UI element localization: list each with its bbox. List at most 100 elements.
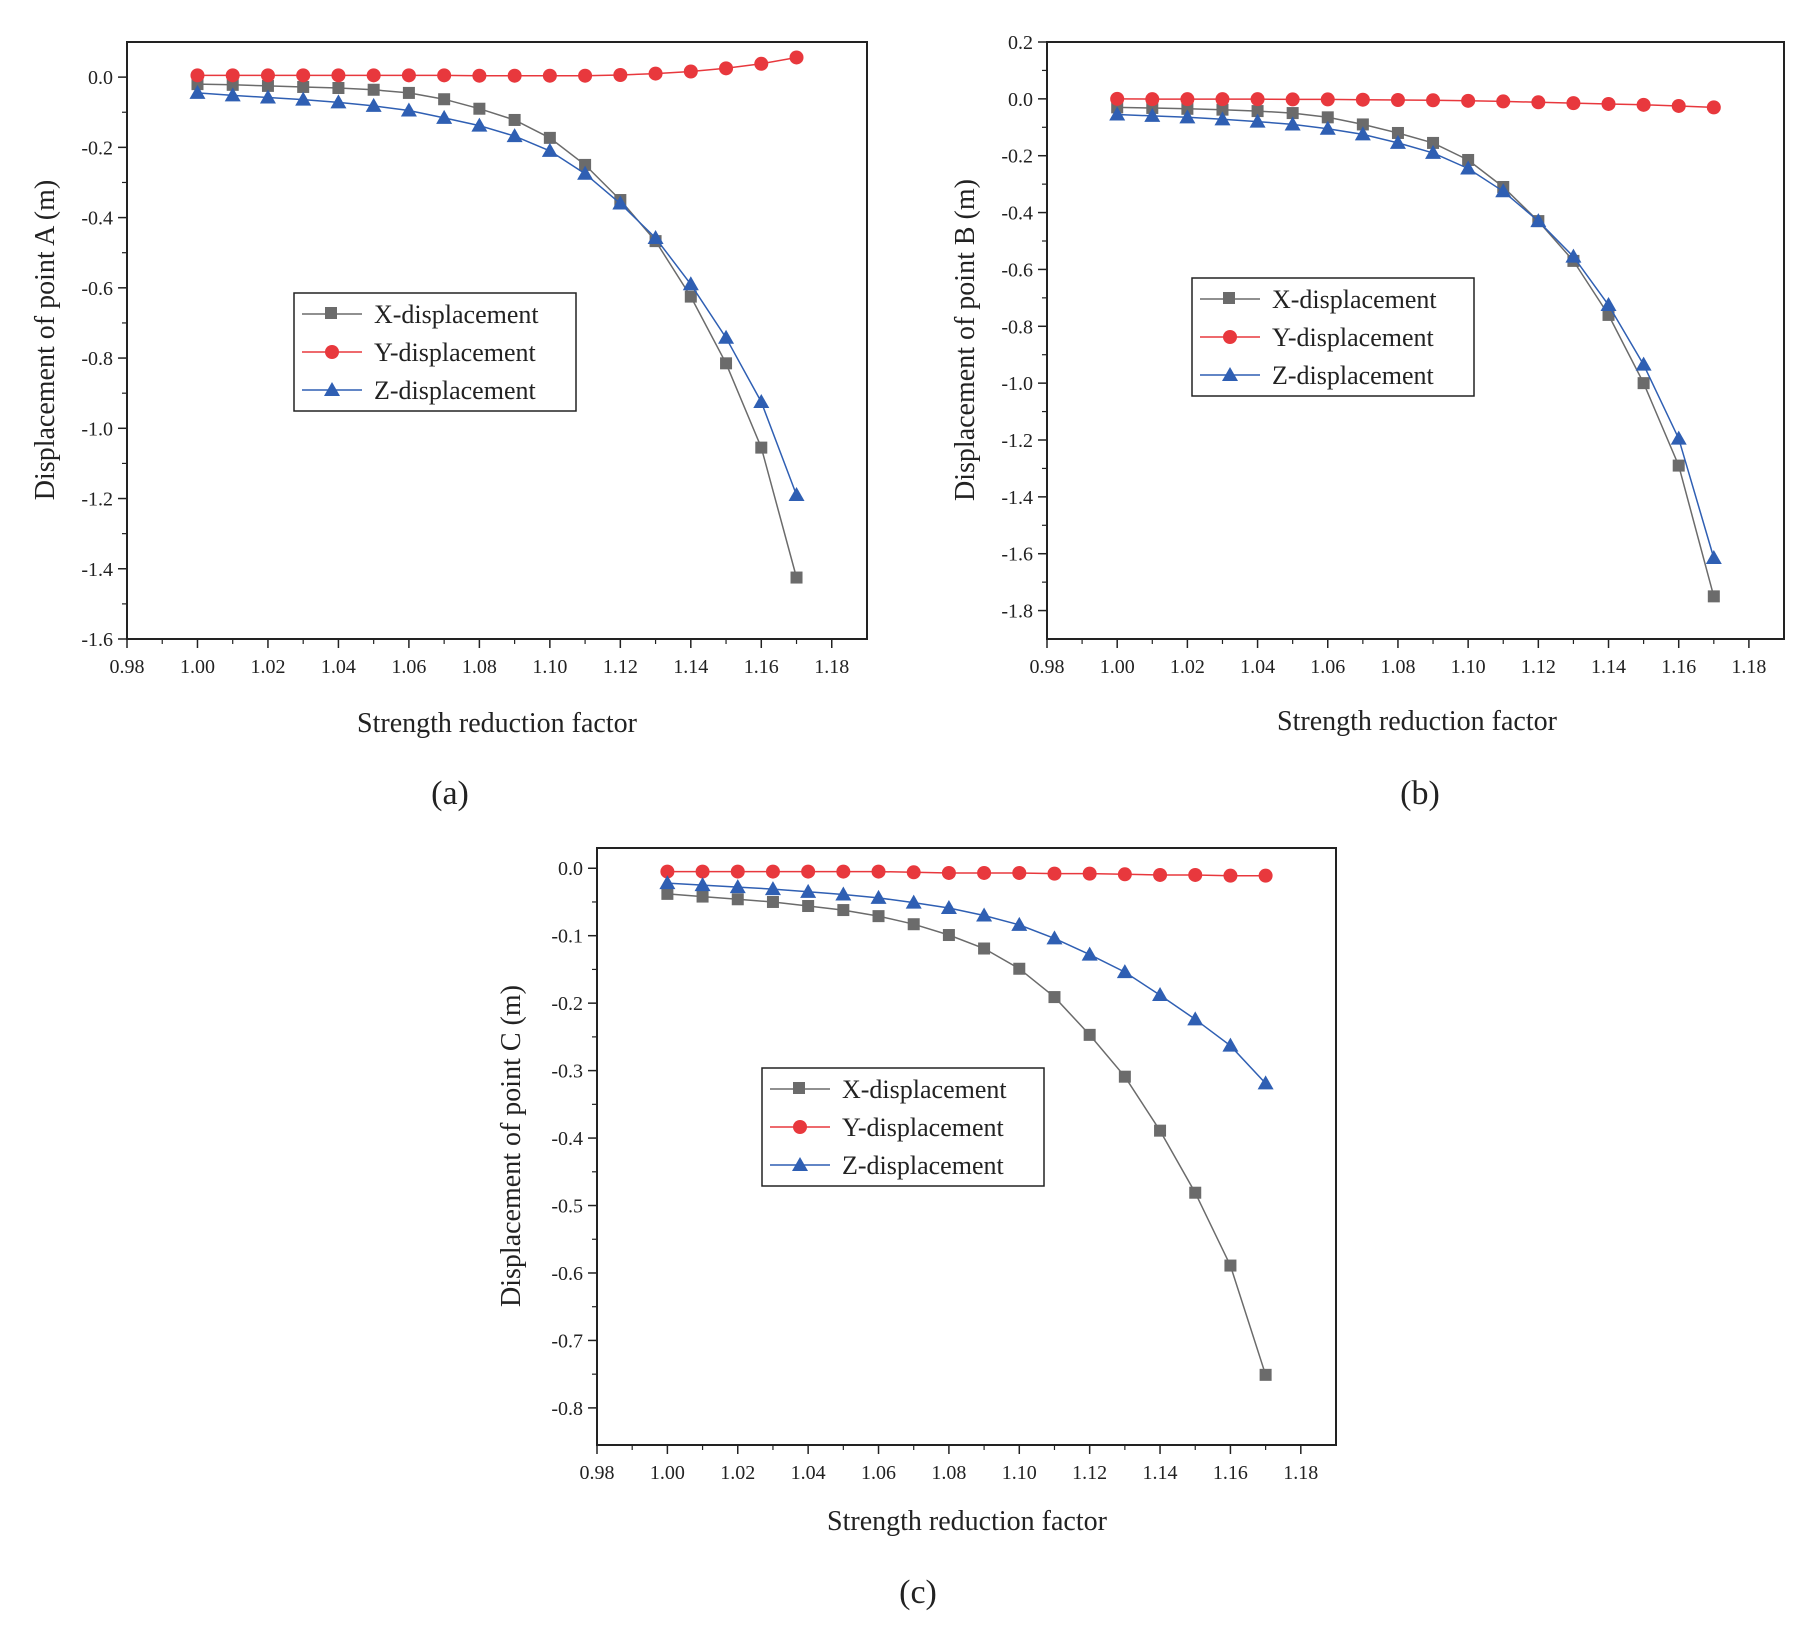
data-point-y-displacement	[1601, 96, 1616, 111]
data-point-y-displacement	[1215, 92, 1230, 107]
data-point-y-displacement	[1496, 94, 1511, 109]
data-point-x-displacement	[473, 102, 486, 115]
data-point-x-displacement	[1391, 126, 1404, 139]
data-point-y-displacement	[331, 68, 346, 83]
data-point-x-displacement	[1189, 1186, 1202, 1199]
x-tick-label: 1.00	[1100, 656, 1135, 678]
data-point-x-displacement	[1637, 377, 1650, 390]
x-tick-label: 1.18	[814, 656, 849, 678]
data-point-y-displacement	[190, 68, 205, 83]
data-point-y-displacement	[695, 864, 710, 879]
data-point-y-displacement	[1636, 97, 1651, 112]
data-point-y-displacement	[1285, 92, 1300, 107]
data-point-z-displacement	[788, 487, 805, 502]
data-point-x-displacement	[755, 441, 768, 454]
plot-frame	[126, 41, 868, 640]
data-point-y-displacement	[1531, 95, 1546, 110]
x-tick-label: 1.16	[1213, 1462, 1248, 1484]
data-point-x-displacement	[1427, 136, 1440, 149]
data-point-z-displacement	[1152, 987, 1169, 1002]
x-tick-label: 1.10	[532, 656, 567, 678]
data-point-x-displacement	[1672, 459, 1685, 472]
data-point-y-displacement	[1047, 866, 1062, 881]
data-point-z-displacement	[224, 87, 241, 102]
y-tick-label: -0.8	[1001, 316, 1033, 338]
y-tick-label: 0.2	[1008, 32, 1033, 54]
y-tick-label: -0.2	[81, 137, 113, 159]
data-point-z-displacement	[1222, 1037, 1239, 1052]
data-point-x-displacement	[1048, 991, 1061, 1004]
x-tick-label: 1.04	[321, 656, 356, 678]
data-point-y-displacement	[1110, 91, 1125, 106]
y-tick-label: -1.2	[81, 489, 113, 511]
data-point-z-displacement	[1705, 549, 1722, 564]
data-point-x-displacement	[1321, 111, 1334, 124]
data-point-z-displacement	[800, 883, 817, 898]
data-point-x-displacement	[731, 893, 744, 906]
data-point-z-displacement	[1495, 183, 1512, 198]
y-tick-label: -0.5	[551, 1196, 583, 1218]
data-point-y-displacement	[1671, 98, 1686, 113]
data-point-y-displacement	[1461, 93, 1476, 108]
plot-frame	[1046, 41, 1785, 640]
data-point-z-displacement	[541, 142, 558, 157]
data-point-y-displacement	[719, 61, 734, 76]
y-tick-label: -0.3	[551, 1061, 583, 1083]
y-tick-label: -1.6	[1001, 544, 1033, 566]
data-point-z-displacement	[835, 886, 852, 901]
data-point-z-displacement	[1389, 134, 1406, 149]
data-point-x-displacement	[261, 79, 274, 92]
data-point-z-displacement	[259, 89, 276, 104]
x-tick-label: 1.14	[1591, 656, 1626, 678]
data-point-x-displacement	[1118, 1070, 1131, 1083]
data-point-z-displacement	[764, 881, 781, 896]
data-point-z-displacement	[1011, 916, 1028, 931]
legend-label-x: X-displacement	[842, 1075, 1007, 1104]
y-tick-label: -1.2	[1001, 430, 1033, 452]
data-point-y-displacement	[871, 864, 886, 879]
y-tick-label: -0.8	[551, 1398, 583, 1420]
x-tick-label: 1.16	[1661, 656, 1696, 678]
legend-entry-y: Y-displacement	[302, 338, 537, 367]
data-point-z-displacement	[1109, 106, 1126, 121]
legend-marker-z	[1222, 367, 1238, 381]
data-point-y-displacement	[765, 864, 780, 879]
data-point-z-displacement	[1081, 946, 1098, 961]
y-tick-label: -0.2	[1001, 146, 1033, 168]
data-point-z-displacement	[1249, 113, 1266, 128]
legend-marker-z	[324, 382, 340, 396]
x-tick-label: 1.06	[1310, 656, 1345, 678]
data-point-y-displacement	[754, 56, 769, 71]
plot-frame	[596, 847, 1337, 1446]
data-point-x-displacement	[837, 904, 850, 917]
x-tick-label: 0.98	[1030, 656, 1065, 678]
x-tick-label: 1.04	[791, 1462, 826, 1484]
legend-entry-x: X-displacement	[302, 300, 539, 329]
data-point-z-displacement	[400, 102, 417, 117]
y-tick-label: -0.7	[551, 1330, 583, 1352]
data-point-y-displacement	[660, 864, 675, 879]
data-point-y-displacement	[1145, 92, 1160, 107]
series-layer	[1109, 91, 1722, 603]
data-point-x-displacement	[907, 918, 920, 931]
data-point-x-displacement	[1251, 105, 1264, 118]
data-point-y-displacement	[1082, 866, 1097, 881]
chart-panel-b: 0.98 1.00 1.02 1.04 1.06 1.08 1.10 1.12 1.14 1.16…	[950, 32, 1785, 812]
y-tick-label: -0.6	[1001, 259, 1033, 281]
data-point-z-displacement	[189, 84, 206, 99]
data-point-y-displacement	[296, 68, 311, 83]
data-point-z-displacement	[1257, 1075, 1274, 1090]
data-point-y-displacement	[437, 68, 452, 83]
data-point-y-displacement	[683, 64, 698, 79]
y-tick-label: -1.6	[81, 629, 113, 651]
chart-panel-a: 0.98 1.00 1.02 1.04 1.06 1.08 1.10 1.12 1.14 1.16…	[30, 41, 868, 812]
data-point-y-displacement	[801, 864, 816, 879]
data-point-y-displacement	[1180, 92, 1195, 107]
x-tick-label: 1.06	[391, 656, 426, 678]
data-point-x-displacement	[402, 86, 415, 99]
y-axis-title: Displacement of point B (m)	[950, 179, 981, 501]
x-tick-label: 1.14	[1143, 1462, 1178, 1484]
data-point-y-displacement	[977, 865, 992, 880]
x-tick-label: 1.16	[744, 656, 779, 678]
x-axis-title: Strength reduction factor	[357, 708, 638, 739]
